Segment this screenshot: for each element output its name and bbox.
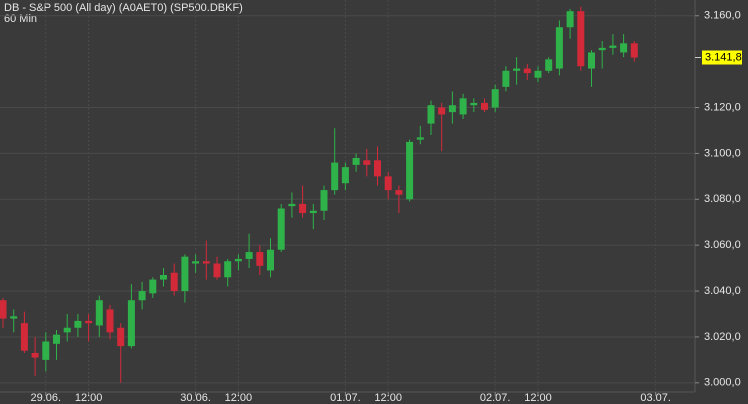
candle-body xyxy=(470,102,478,106)
candle-body xyxy=(42,341,50,360)
candle-body xyxy=(459,98,467,115)
candle-body xyxy=(438,107,446,115)
candle-body xyxy=(95,300,103,326)
candle-body xyxy=(588,52,595,69)
y-tick-label: 3.160,0 xyxy=(704,10,741,22)
candle-body xyxy=(31,353,39,358)
candle-body xyxy=(534,70,542,78)
x-tick-label: 12:00 xyxy=(225,392,253,404)
candle-body xyxy=(320,190,328,211)
y-tick-label: 3.100,0 xyxy=(704,147,741,159)
candle-body xyxy=(630,43,638,58)
candle-body xyxy=(523,68,531,74)
candle-body xyxy=(395,190,403,195)
candle-body xyxy=(53,334,60,344)
candle-body xyxy=(288,203,296,207)
last-price-box xyxy=(702,50,742,65)
candle-body xyxy=(20,323,28,351)
y-tick-label: 3.000,0 xyxy=(704,377,741,389)
candle-body xyxy=(149,279,157,294)
candle-body xyxy=(609,45,617,48)
candle-body xyxy=(63,327,71,333)
x-tick-label: 03.07. xyxy=(640,392,671,404)
candle-body xyxy=(245,252,253,259)
chart-subtitle: 60 Min xyxy=(4,13,37,25)
y-tick-label: 3.060,0 xyxy=(704,239,741,251)
candle-body xyxy=(170,272,178,292)
candle-body xyxy=(545,59,553,71)
candle-body xyxy=(406,141,414,200)
candle-body xyxy=(384,176,392,191)
last-price-label: 3.141,8 xyxy=(705,51,742,63)
x-tick-label: 29.06. xyxy=(31,392,62,404)
candle-body xyxy=(427,105,435,124)
x-tick-label: 02.07. xyxy=(480,392,511,404)
candle-body xyxy=(555,27,563,69)
candle-body xyxy=(10,316,18,319)
candle-body xyxy=(566,11,574,28)
x-tick-label: 01.07. xyxy=(330,392,361,404)
chart-title: DB - S&P 500 (All day) (A0AET0) (SP500.D… xyxy=(4,2,243,14)
candle-body xyxy=(331,162,339,191)
candle-body xyxy=(277,208,285,250)
candle-body xyxy=(299,203,307,214)
candle-body xyxy=(416,137,424,140)
candle-body xyxy=(192,261,200,264)
candle-body xyxy=(374,160,381,177)
candle-body xyxy=(352,158,360,165)
x-tick-label: 12:00 xyxy=(524,392,552,404)
y-tick-label: 3.120,0 xyxy=(704,101,741,113)
candle-body xyxy=(106,309,114,333)
candle-body xyxy=(620,43,628,53)
candle-body xyxy=(481,102,488,110)
candle-body xyxy=(85,320,93,324)
candle-body xyxy=(234,258,242,262)
candle-body xyxy=(267,249,274,271)
candle-body xyxy=(513,68,521,71)
y-tick-label: 3.020,0 xyxy=(704,331,741,343)
candle-body xyxy=(448,105,456,113)
candle-body xyxy=(598,47,606,51)
candle-body xyxy=(309,210,317,214)
candle-body xyxy=(202,261,210,264)
candle-body xyxy=(363,160,371,165)
candle-body xyxy=(502,70,510,87)
x-tick-label: 12:00 xyxy=(75,392,103,404)
candle-body xyxy=(181,256,189,292)
candle-body xyxy=(491,89,499,108)
candle-body xyxy=(74,320,82,328)
candle-body xyxy=(341,167,349,184)
candle-body xyxy=(160,275,167,280)
candle-body xyxy=(213,263,221,278)
y-tick-label: 3.080,0 xyxy=(704,193,741,205)
x-tick-label: 30.06. xyxy=(180,392,211,404)
candle-body xyxy=(224,261,232,278)
candle-body xyxy=(127,300,135,347)
candle-body xyxy=(577,11,585,67)
candle-body xyxy=(256,252,264,266)
candle-body xyxy=(0,300,7,319)
candle-body xyxy=(117,327,125,347)
candle-body xyxy=(138,291,146,301)
y-tick-label: 3.040,0 xyxy=(704,285,741,297)
x-tick-label: 12:00 xyxy=(374,392,402,404)
